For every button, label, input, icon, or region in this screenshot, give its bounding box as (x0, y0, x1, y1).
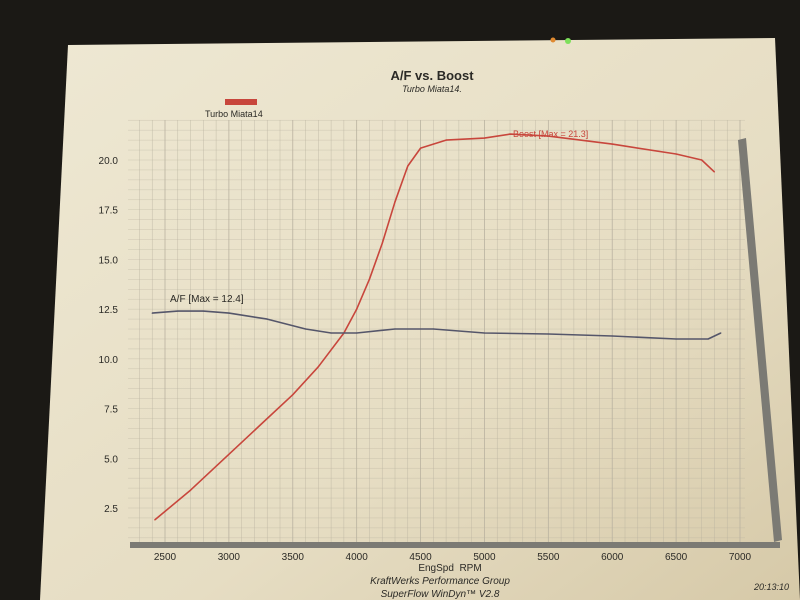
y-tick-label: 20.0 (99, 156, 119, 167)
data-point (292, 394, 294, 396)
legend-entry: Turbo Miata14 (205, 109, 263, 119)
series-lines (151, 133, 722, 521)
series-line-af (152, 310, 722, 340)
x-tick-label: 3500 (282, 552, 305, 563)
data-point (675, 153, 677, 155)
data-point (330, 332, 332, 334)
data-point (720, 332, 722, 334)
data-point (189, 489, 192, 491)
footer-software: SuperFlow WinDyn™ V2.8 (381, 589, 500, 600)
data-point (611, 335, 613, 337)
right-axis-bar (738, 138, 782, 542)
y-tick-label: 7.5 (104, 405, 118, 416)
data-point (483, 137, 486, 139)
x-tick-label: 5500 (537, 552, 560, 563)
chart-subtitle: Turbo Miata14. (402, 84, 462, 94)
data-point (228, 312, 230, 314)
data-point (445, 139, 447, 141)
y-tick-label: 5.0 (104, 454, 118, 465)
y-tick-label: 10.0 (99, 355, 119, 366)
boost-label: Boost [Max = 21.3] (513, 129, 588, 139)
data-point (483, 332, 486, 334)
y-tick-labels: 2.5 5.0 7.5 10.0 12.5 15.0 17.5 20.0 (99, 156, 119, 515)
data-point (713, 171, 716, 173)
data-point (419, 147, 422, 149)
x-axis-label: EngSpd RPM (418, 563, 481, 574)
data-point (260, 423, 262, 426)
data-point (356, 308, 358, 310)
data-point (154, 519, 156, 521)
grid (128, 120, 745, 542)
status-led (565, 38, 571, 44)
x-tick-labels: 2500 3000 3500 4000 4500 5000 5500 6000 6500 7000 (154, 552, 752, 563)
data-point (304, 328, 307, 330)
y-tick-label: 15.0 (99, 255, 119, 266)
data-point (611, 143, 613, 145)
x-tick-label: 4500 (409, 552, 432, 563)
af-label: A/F [Max = 12.4] (170, 294, 244, 305)
y-tick-label: 17.5 (99, 206, 119, 217)
data-point (266, 318, 268, 320)
footer-company: KraftWerks Performance Group (370, 576, 510, 587)
data-point (675, 338, 677, 340)
footer-time: 20:13:10 (753, 582, 789, 592)
data-point (701, 159, 703, 161)
chart-title: A/F vs. Boost (390, 68, 474, 83)
data-point (368, 278, 371, 280)
data-point (407, 165, 409, 167)
x-tick-label: 2500 (154, 552, 177, 563)
x-tick-label: 7000 (729, 552, 752, 563)
data-point (202, 310, 204, 312)
x-tick-label: 6500 (665, 552, 688, 563)
y-tick-label: 2.5 (104, 504, 118, 515)
x-axis-bar (130, 542, 780, 548)
data-point (317, 366, 319, 368)
data-point (509, 133, 511, 135)
x-tick-label: 6000 (601, 552, 624, 563)
x-tick-label: 4000 (346, 552, 369, 563)
data-point (228, 453, 230, 455)
data-point (432, 328, 434, 330)
x-tick-label: 5000 (473, 552, 496, 563)
status-led-orange (550, 37, 556, 43)
data-point (394, 328, 396, 330)
data-point (381, 242, 383, 245)
data-point (356, 332, 358, 334)
data-point (547, 333, 549, 335)
data-point (177, 310, 179, 312)
data-point (394, 201, 396, 203)
data-point (707, 338, 709, 340)
x-tick-label: 3000 (218, 552, 241, 563)
data-point (151, 312, 153, 314)
data-point (547, 135, 549, 137)
legend-swatch (225, 99, 257, 105)
y-tick-label: 12.5 (99, 305, 119, 316)
